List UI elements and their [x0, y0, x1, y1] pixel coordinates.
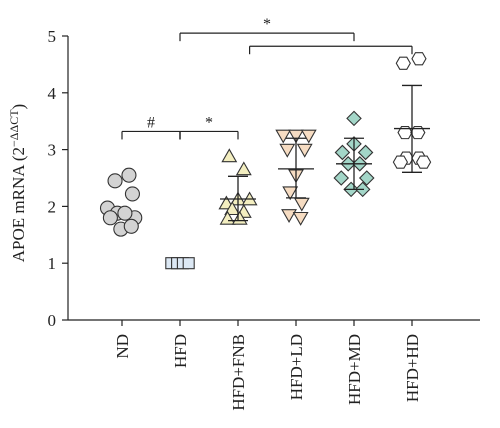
data-point-triangle-down	[292, 211, 309, 226]
category-labels: ND HFD HFD+FNB HFD+LD HFD+MD HFD+HD	[113, 320, 422, 411]
data-point-circle	[107, 173, 123, 189]
data-point-triangle-down	[281, 209, 297, 224]
category-label: HFD+HD	[403, 334, 422, 402]
data-markers	[99, 52, 432, 270]
significance-label: *	[205, 114, 213, 131]
y-tick-label: 0	[48, 311, 57, 330]
data-point-circle	[124, 186, 140, 202]
data-point-triangle-down	[275, 129, 292, 144]
data-point-diamond	[357, 144, 374, 161]
axes	[67, 36, 480, 321]
data-point-triangle-up	[224, 201, 241, 216]
data-point-hexagon	[411, 52, 427, 66]
data-point-triangle-down	[293, 197, 310, 212]
data-point-circle	[121, 167, 137, 183]
data-point-hexagon	[395, 56, 411, 70]
data-point-diamond	[358, 170, 375, 186]
y-ticks: 0 1 2 3 4 5	[48, 27, 68, 330]
data-point-circle	[117, 205, 133, 221]
y-axis-title: APOE mRNA (2−ΔΔCT)	[7, 104, 28, 262]
data-point-triangle-down	[282, 186, 299, 201]
data-point-circle	[102, 210, 118, 226]
data-point-hexagon	[392, 155, 409, 169]
significance-brackets: # * *	[121, 16, 413, 140]
data-point-triangle-up	[221, 148, 238, 163]
data-point-hexagon	[397, 125, 413, 140]
data-point-hexagon	[410, 125, 426, 140]
significance-label: *	[263, 16, 271, 33]
significance-label: #	[147, 114, 155, 131]
category-label: HFD+LD	[287, 334, 306, 400]
data-point-diamond	[346, 110, 362, 127]
data-point-triangle-up	[235, 161, 252, 176]
y-tick-label: 2	[48, 197, 57, 216]
category-label: HFD+FNB	[229, 334, 248, 411]
category-label: HFD+MD	[345, 334, 364, 405]
y-tick-label: 1	[48, 254, 57, 273]
data-point-hexagon	[415, 155, 432, 169]
data-point-diamond	[333, 170, 350, 186]
data-point-triangle-down	[288, 129, 304, 144]
data-point-triangle-down	[296, 143, 313, 158]
data-point-triangle-down	[279, 143, 296, 158]
data-point-circle	[123, 218, 139, 234]
y-tick-label: 3	[48, 141, 57, 160]
y-tick-label: 5	[48, 27, 57, 46]
data-point-diamond	[334, 144, 351, 161]
error-bars	[220, 84, 430, 222]
y-tick-label: 4	[48, 84, 57, 103]
data-point-square	[182, 257, 195, 270]
category-label: HFD	[171, 334, 190, 368]
category-label: ND	[113, 334, 132, 359]
data-point-triangle-down	[300, 129, 317, 144]
